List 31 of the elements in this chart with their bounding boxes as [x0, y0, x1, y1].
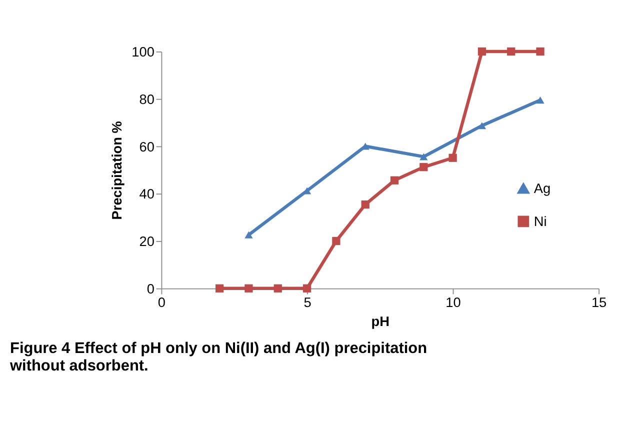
point — [536, 47, 544, 56]
point — [244, 231, 253, 238]
y-tick-label: 40 — [139, 186, 155, 202]
x-tick-label: 15 — [591, 295, 608, 310]
point — [507, 47, 516, 56]
point — [536, 96, 544, 104]
x-axis-title: pH — [371, 314, 390, 330]
point — [274, 284, 282, 292]
y-tick-label: 100 — [132, 44, 155, 60]
legend-label: Ni — [534, 214, 547, 229]
point — [478, 122, 486, 130]
legend-label: Ag — [534, 181, 551, 196]
point — [390, 176, 399, 184]
x-tick-label: 5 — [304, 295, 312, 310]
point — [332, 236, 340, 246]
y-tick-label: 0 — [146, 281, 155, 296]
caption: Figure 4 Effect of pH only on Ni(II) and Ag(I) precipitation without adsorbent. — [8, 340, 428, 374]
y-tick-label: 80 — [139, 92, 155, 107]
point — [448, 154, 457, 162]
x-tick-label: 0 — [158, 295, 166, 310]
point — [420, 163, 428, 172]
y-tick-label: 60 — [139, 139, 155, 154]
point — [420, 153, 428, 160]
point — [478, 47, 486, 56]
point — [215, 284, 224, 292]
point — [302, 284, 312, 292]
y-axis-title: Precipitation % — [110, 121, 125, 220]
x-tick-label: 10 — [446, 295, 462, 310]
point — [244, 284, 253, 292]
y-tick-label: 20 — [139, 234, 155, 250]
point — [361, 200, 370, 209]
